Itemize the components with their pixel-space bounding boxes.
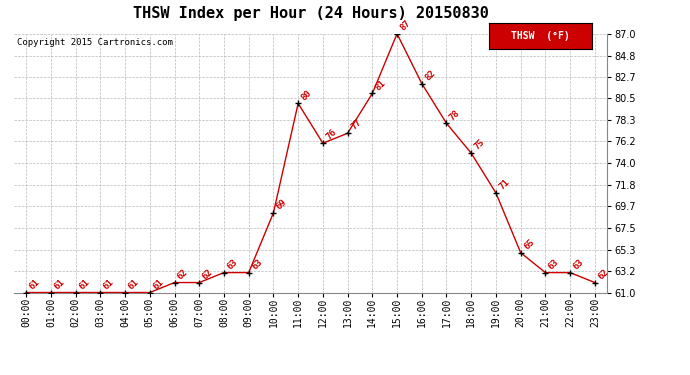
Text: 62: 62 [596,267,610,281]
Text: 61: 61 [126,277,141,291]
Text: 62: 62 [176,267,190,281]
Text: 61: 61 [151,277,165,291]
Text: 62: 62 [201,267,215,281]
Text: 63: 63 [546,257,561,271]
Text: 77: 77 [349,118,363,132]
Text: 61: 61 [101,277,116,291]
Title: THSW Index per Hour (24 Hours) 20150830: THSW Index per Hour (24 Hours) 20150830 [132,6,489,21]
Text: 63: 63 [571,257,586,271]
Text: 61: 61 [52,277,66,291]
Text: Copyright 2015 Cartronics.com: Copyright 2015 Cartronics.com [17,38,172,46]
Text: 82: 82 [423,68,437,82]
Text: 80: 80 [299,88,313,102]
Text: 81: 81 [374,78,388,92]
Text: 69: 69 [275,198,289,211]
Text: 63: 63 [226,257,239,271]
Text: 61: 61 [28,277,41,291]
Text: 78: 78 [448,108,462,122]
Text: 71: 71 [497,178,511,192]
Text: 63: 63 [250,257,264,271]
Text: 65: 65 [522,237,536,251]
Text: 87: 87 [398,18,413,32]
Text: 76: 76 [324,128,338,142]
Text: 75: 75 [473,138,486,152]
Text: 61: 61 [77,277,91,291]
